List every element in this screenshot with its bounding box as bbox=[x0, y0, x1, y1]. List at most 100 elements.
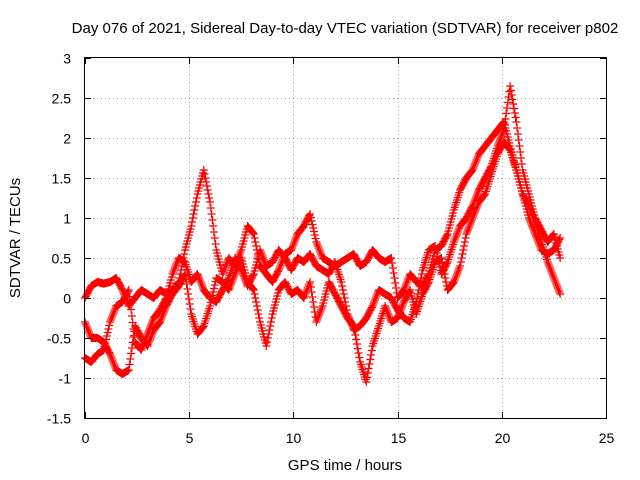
data-point-marker bbox=[449, 278, 458, 286]
data-point-marker bbox=[401, 282, 410, 290]
data-point-marker bbox=[499, 126, 508, 134]
data-point-marker bbox=[317, 306, 326, 314]
data-point-marker bbox=[146, 322, 155, 330]
data-point-marker bbox=[138, 344, 147, 352]
data-point-marker bbox=[388, 264, 397, 272]
data-point-marker bbox=[338, 286, 347, 294]
data-point-marker bbox=[517, 160, 526, 168]
data-point-marker bbox=[240, 274, 249, 282]
data-point-marker bbox=[148, 318, 157, 326]
data-point-marker bbox=[107, 354, 116, 362]
y-tick-labels: -1.5 -1 -0.5 0 0.5 1 1.5 2 2.5 3 bbox=[47, 51, 71, 427]
data-point-marker bbox=[548, 270, 557, 278]
data-point-marker bbox=[342, 302, 351, 310]
data-point-marker bbox=[405, 287, 414, 296]
data-point-marker bbox=[203, 186, 212, 194]
data-point-marker bbox=[453, 228, 462, 236]
data-point-marker bbox=[493, 142, 502, 150]
data-point-marker bbox=[369, 300, 378, 308]
data-points bbox=[81, 82, 565, 386]
data-point-marker bbox=[473, 154, 482, 162]
data-point-marker bbox=[549, 272, 558, 280]
data-point-marker bbox=[274, 266, 283, 274]
data-point-marker bbox=[388, 259, 397, 267]
data-point-marker bbox=[125, 292, 134, 301]
data-point-marker bbox=[156, 318, 165, 326]
data-point-marker bbox=[137, 346, 146, 354]
data-point-marker bbox=[145, 326, 154, 334]
data-point-marker bbox=[106, 316, 115, 324]
data-point-marker bbox=[458, 250, 467, 258]
data-point-marker bbox=[555, 288, 564, 296]
data-point-marker bbox=[449, 238, 458, 246]
data-point-marker bbox=[372, 292, 381, 300]
data-point-marker bbox=[102, 335, 111, 344]
data-point-marker bbox=[129, 333, 138, 341]
data-point-marker bbox=[452, 232, 461, 240]
data-point-marker bbox=[209, 284, 218, 293]
data-point-marker bbox=[371, 294, 380, 302]
data-point-marker bbox=[543, 258, 552, 266]
data-point-marker bbox=[275, 264, 284, 272]
data-point-marker bbox=[147, 320, 156, 328]
y-tick-label: 0 bbox=[63, 291, 71, 307]
data-point-marker bbox=[367, 303, 376, 312]
data-point-marker bbox=[110, 362, 119, 370]
data-point-marker bbox=[472, 156, 481, 164]
data-point-marker bbox=[306, 278, 315, 286]
data-point-marker bbox=[435, 259, 444, 268]
data-point-marker bbox=[469, 200, 478, 208]
data-point-marker bbox=[199, 323, 208, 331]
data-point-marker bbox=[432, 249, 441, 257]
y-tick-label: -1.5 bbox=[47, 411, 71, 427]
data-point-marker bbox=[344, 312, 353, 320]
plot-frame bbox=[84, 57, 607, 419]
data-point-marker bbox=[258, 252, 267, 260]
data-point-marker bbox=[352, 335, 361, 344]
data-point-marker bbox=[453, 268, 462, 276]
data-point-marker bbox=[450, 236, 459, 244]
data-point-marker bbox=[556, 234, 565, 242]
data-point-marker bbox=[195, 276, 204, 284]
data-point-marker bbox=[433, 252, 442, 261]
data-point-marker bbox=[368, 302, 377, 310]
data-point-marker bbox=[194, 272, 203, 280]
data-point-marker bbox=[106, 350, 115, 358]
data-point-marker bbox=[503, 104, 512, 112]
data-point-marker bbox=[545, 262, 554, 270]
data-point-marker bbox=[210, 281, 219, 289]
data-point-marker bbox=[209, 228, 218, 236]
data-point-marker bbox=[184, 295, 193, 303]
data-point-marker bbox=[502, 109, 511, 118]
data-point-marker bbox=[309, 224, 318, 232]
data-point-marker bbox=[127, 349, 136, 358]
data-point-marker bbox=[547, 268, 556, 276]
data-point-marker bbox=[109, 308, 118, 316]
data-point-marker bbox=[549, 231, 558, 239]
y-tick-label: 1.5 bbox=[52, 171, 72, 187]
data-point-marker bbox=[189, 210, 198, 218]
data-point-marker bbox=[402, 280, 411, 288]
data-point-marker bbox=[470, 196, 479, 204]
data-point-marker bbox=[441, 274, 450, 282]
data-point-marker bbox=[161, 295, 170, 304]
data-point-marker bbox=[506, 82, 515, 90]
data-point-marker bbox=[192, 194, 201, 202]
data-point-marker bbox=[454, 226, 463, 234]
data-point-marker bbox=[141, 334, 150, 342]
data-point-marker bbox=[469, 164, 478, 172]
data-point-marker bbox=[184, 290, 193, 298]
data-point-marker bbox=[129, 325, 138, 333]
data-point-marker bbox=[276, 262, 285, 270]
data-point-marker bbox=[222, 260, 231, 268]
data-point-marker bbox=[398, 302, 407, 310]
data-point-marker bbox=[106, 318, 115, 326]
data-point-marker bbox=[248, 284, 257, 292]
y-tick-label: 0.5 bbox=[52, 251, 72, 267]
data-point-marker bbox=[140, 338, 149, 346]
data-point-marker bbox=[220, 264, 229, 272]
data-point-marker bbox=[505, 145, 514, 153]
data-point-marker bbox=[250, 234, 259, 242]
data-point-marker bbox=[317, 304, 326, 312]
data-point-marker bbox=[139, 340, 148, 348]
